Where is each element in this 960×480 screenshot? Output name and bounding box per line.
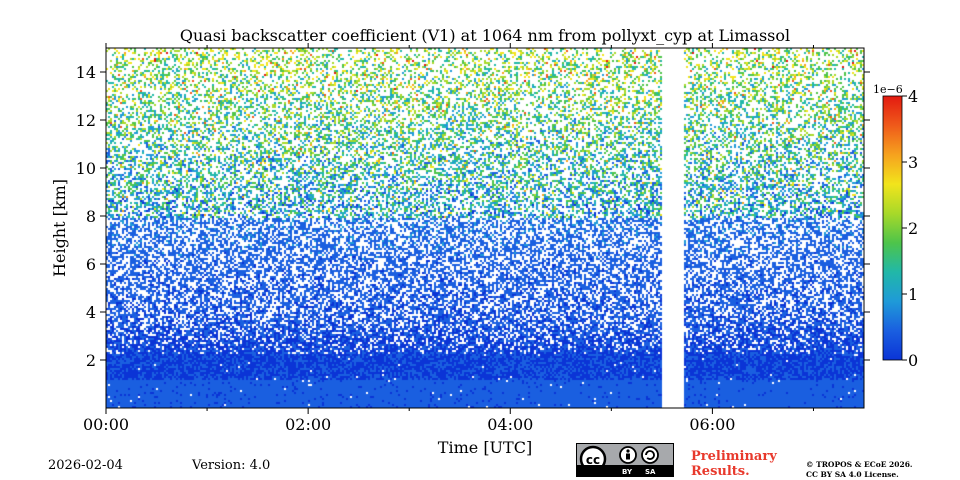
y-axis-label: Height [km] — [50, 179, 69, 277]
x-tick-label: 04:00 — [487, 415, 533, 434]
date-label: 2026-02-04 — [48, 458, 123, 473]
y-tick-label: 4 — [86, 303, 96, 322]
y-tick-label: 8 — [86, 207, 96, 226]
x-tick-label: 06:00 — [689, 415, 735, 434]
y-tick-label: 6 — [86, 255, 96, 274]
y-tick-label: 12 — [76, 111, 96, 130]
cc-sa-text: SA — [645, 468, 656, 476]
axis-ticks: 00:00 02:00 04:00 06:00 2 4 6 8 10 12 14 — [76, 43, 870, 434]
x-axis-label: Time [UTC] — [438, 438, 532, 457]
colorbar-tick-label: 4 — [908, 87, 918, 106]
heatmap-image — [106, 48, 864, 408]
svg-text:cc: cc — [586, 453, 600, 467]
chart-title: Quasi backscatter coefficient (V1) at 10… — [180, 26, 790, 45]
license-line2: CC BY SA 4.0 License. — [806, 470, 899, 479]
colorbar-tick-label: 3 — [908, 153, 918, 172]
x-tick-label: 02:00 — [285, 415, 331, 434]
y-tick-label: 2 — [86, 351, 96, 370]
sa-icon — [641, 446, 659, 464]
license-notice: © TROPOS & ECoE 2026. CC BY SA 4.0 Licen… — [806, 460, 913, 480]
preliminary-notice: Preliminary Results. — [691, 449, 777, 479]
heatmap-cells — [106, 48, 864, 408]
y-tick-label: 14 — [76, 63, 96, 82]
license-line1: © TROPOS & ECoE 2026. — [806, 460, 913, 469]
colorbar — [882, 95, 903, 361]
preliminary-line2: Results. — [691, 464, 750, 479]
cc-license-badge: cc BY SA — [576, 443, 674, 477]
plot-frame — [105, 47, 865, 409]
x-tick-label: 00:00 — [83, 415, 129, 434]
cc-by-text: BY — [622, 468, 633, 476]
version-label: Version: 4.0 — [192, 458, 271, 473]
colorbar-exponent: 1e−6 — [873, 83, 903, 96]
preliminary-line1: Preliminary — [691, 449, 777, 464]
colorbar-tick-label: 2 — [908, 219, 918, 238]
colorbar-tick-label: 0 — [908, 351, 918, 370]
colorbar-ticks: 0 1 2 3 4 — [902, 87, 918, 370]
colorbar-tick-label: 1 — [908, 285, 918, 304]
y-tick-label: 10 — [76, 159, 96, 178]
